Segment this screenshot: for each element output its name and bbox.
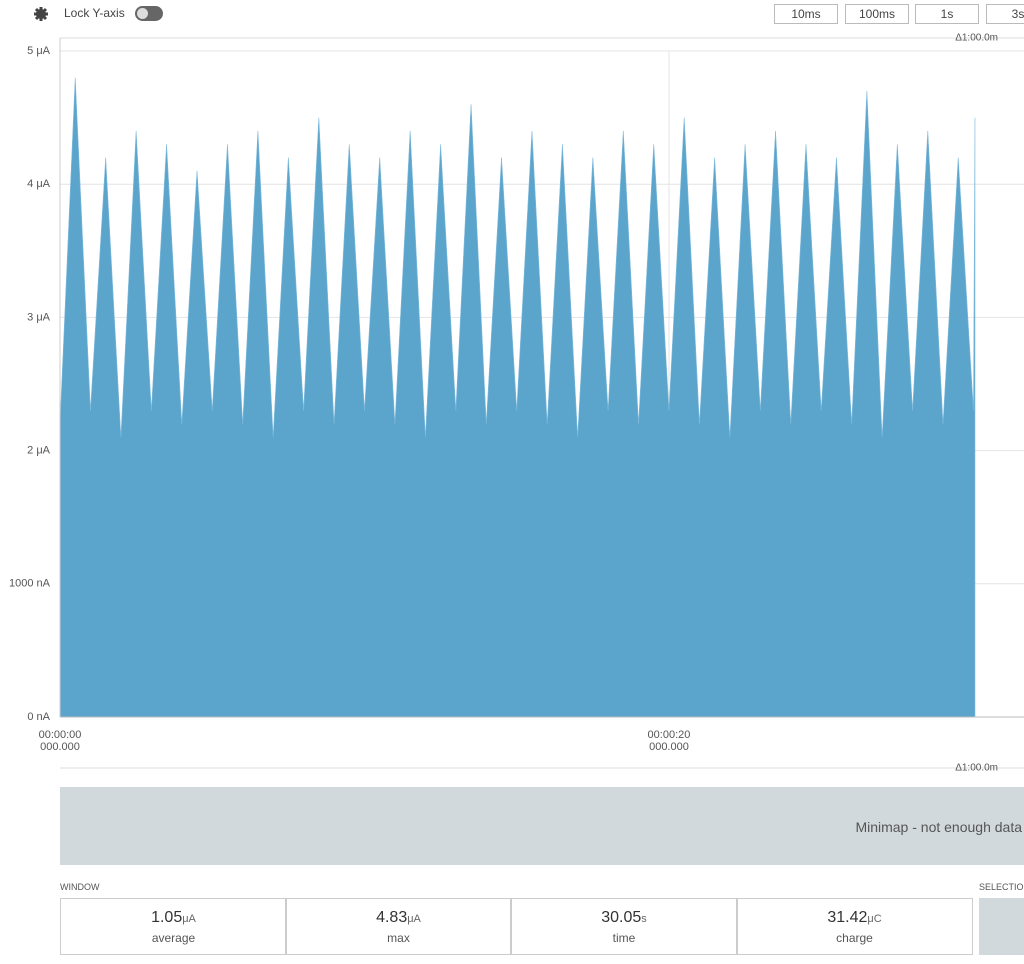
y-tick-label: 4 μA	[27, 178, 51, 190]
minimap[interactable]: Minimap - not enough data	[60, 787, 1024, 865]
settings-icon[interactable]	[33, 6, 49, 22]
y-tick-label: 1000 nA	[9, 578, 51, 590]
stat-box: 1.05μA average	[60, 898, 287, 955]
stat-value-row: 1.05μA	[61, 909, 286, 927]
y-tick-label: 2 μA	[27, 445, 51, 457]
zoom-button[interactable]: 3s	[986, 4, 1024, 24]
stat-unit: μC	[867, 913, 882, 925]
stat-unit: s	[641, 913, 647, 925]
chart: Δ1:00.0m Δ1:00.0m 0 nA 1000 nA 2 μA 3 μA 4 μ…	[9, 33, 1024, 774]
stat-label: average	[151, 931, 196, 945]
stat-value: 4.83	[376, 909, 408, 926]
x-tick-label: 00:00:20 000.000	[647, 729, 691, 753]
stat-box: 4.83μA max	[285, 898, 512, 955]
stat-value: 31.42	[827, 909, 868, 926]
stat-unit: μA	[182, 913, 196, 925]
selection-title: SELECTION	[979, 882, 1024, 892]
stat-box: 31.42μC charge	[736, 898, 973, 955]
stat-label: charge	[836, 931, 873, 945]
stat-value: 30.05	[601, 909, 642, 926]
window-title: WINDOW	[60, 882, 100, 892]
delta-label: Δ1:00.0m	[955, 763, 998, 774]
stat-value-row: 4.83μA	[286, 909, 511, 927]
x-tick-label: 00:00:00 000.000	[38, 729, 82, 753]
stat-label: max	[387, 931, 410, 945]
stat-box: 30.05s time	[510, 898, 738, 955]
stat-value: 1.05	[151, 909, 183, 926]
zoom-button[interactable]: 1s	[915, 4, 979, 24]
stat-unit: μA	[407, 913, 421, 925]
lock-label: Lock Y-axis	[64, 6, 125, 20]
current-area	[59, 77, 976, 718]
selection-panel	[979, 898, 1024, 955]
y-tick-label: 3 μA	[27, 311, 51, 323]
stat-value-row: 31.42μC	[737, 909, 972, 927]
y-tick-label: 5 μA	[27, 45, 51, 57]
delta-label: Δ1:00.0m	[955, 33, 998, 44]
stat-value-row: 30.05s	[511, 909, 737, 927]
stat-label: time	[612, 931, 636, 945]
y-tick-label: 0 nA	[27, 711, 50, 723]
zoom-button[interactable]: 100ms	[845, 4, 909, 24]
minimap-text: Minimap - not enough data	[855, 819, 1022, 835]
lock-toggle[interactable]	[135, 6, 163, 21]
zoom-button[interactable]: 10ms	[774, 4, 838, 24]
